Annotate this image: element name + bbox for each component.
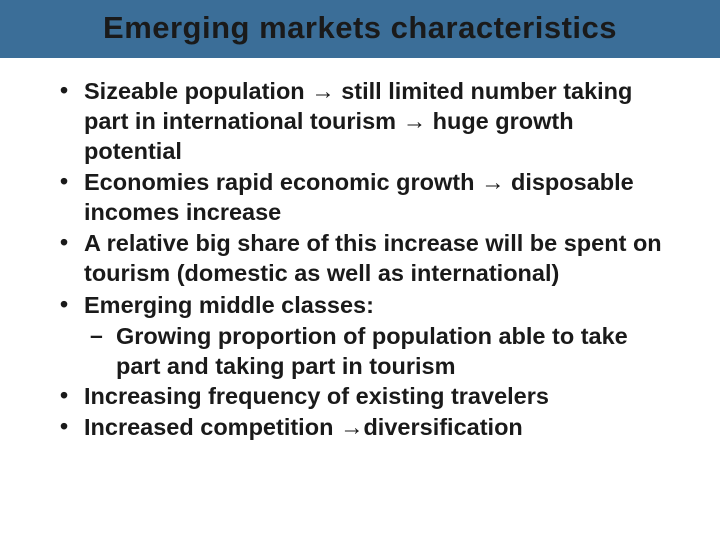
bullet-item: Increasing frequency of existing travele… — [56, 381, 670, 411]
slide-title: Emerging markets characteristics — [0, 10, 720, 46]
sub-bullet-item: Growing proportion of population able to… — [56, 321, 670, 381]
bullet-item: Increased competition →diversification — [56, 412, 670, 442]
bullet-item: Emerging middle classes: — [56, 290, 670, 320]
bullet-list: Sizeable population → still limited numb… — [56, 76, 670, 442]
slide-content: Sizeable population → still limited numb… — [0, 58, 720, 442]
bullet-item: Sizeable population → still limited numb… — [56, 76, 670, 166]
bullet-item: A relative big share of this increase wi… — [56, 228, 670, 288]
bullet-item: Economies rapid economic growth → dispos… — [56, 167, 670, 227]
title-bar: Emerging markets characteristics — [0, 0, 720, 58]
